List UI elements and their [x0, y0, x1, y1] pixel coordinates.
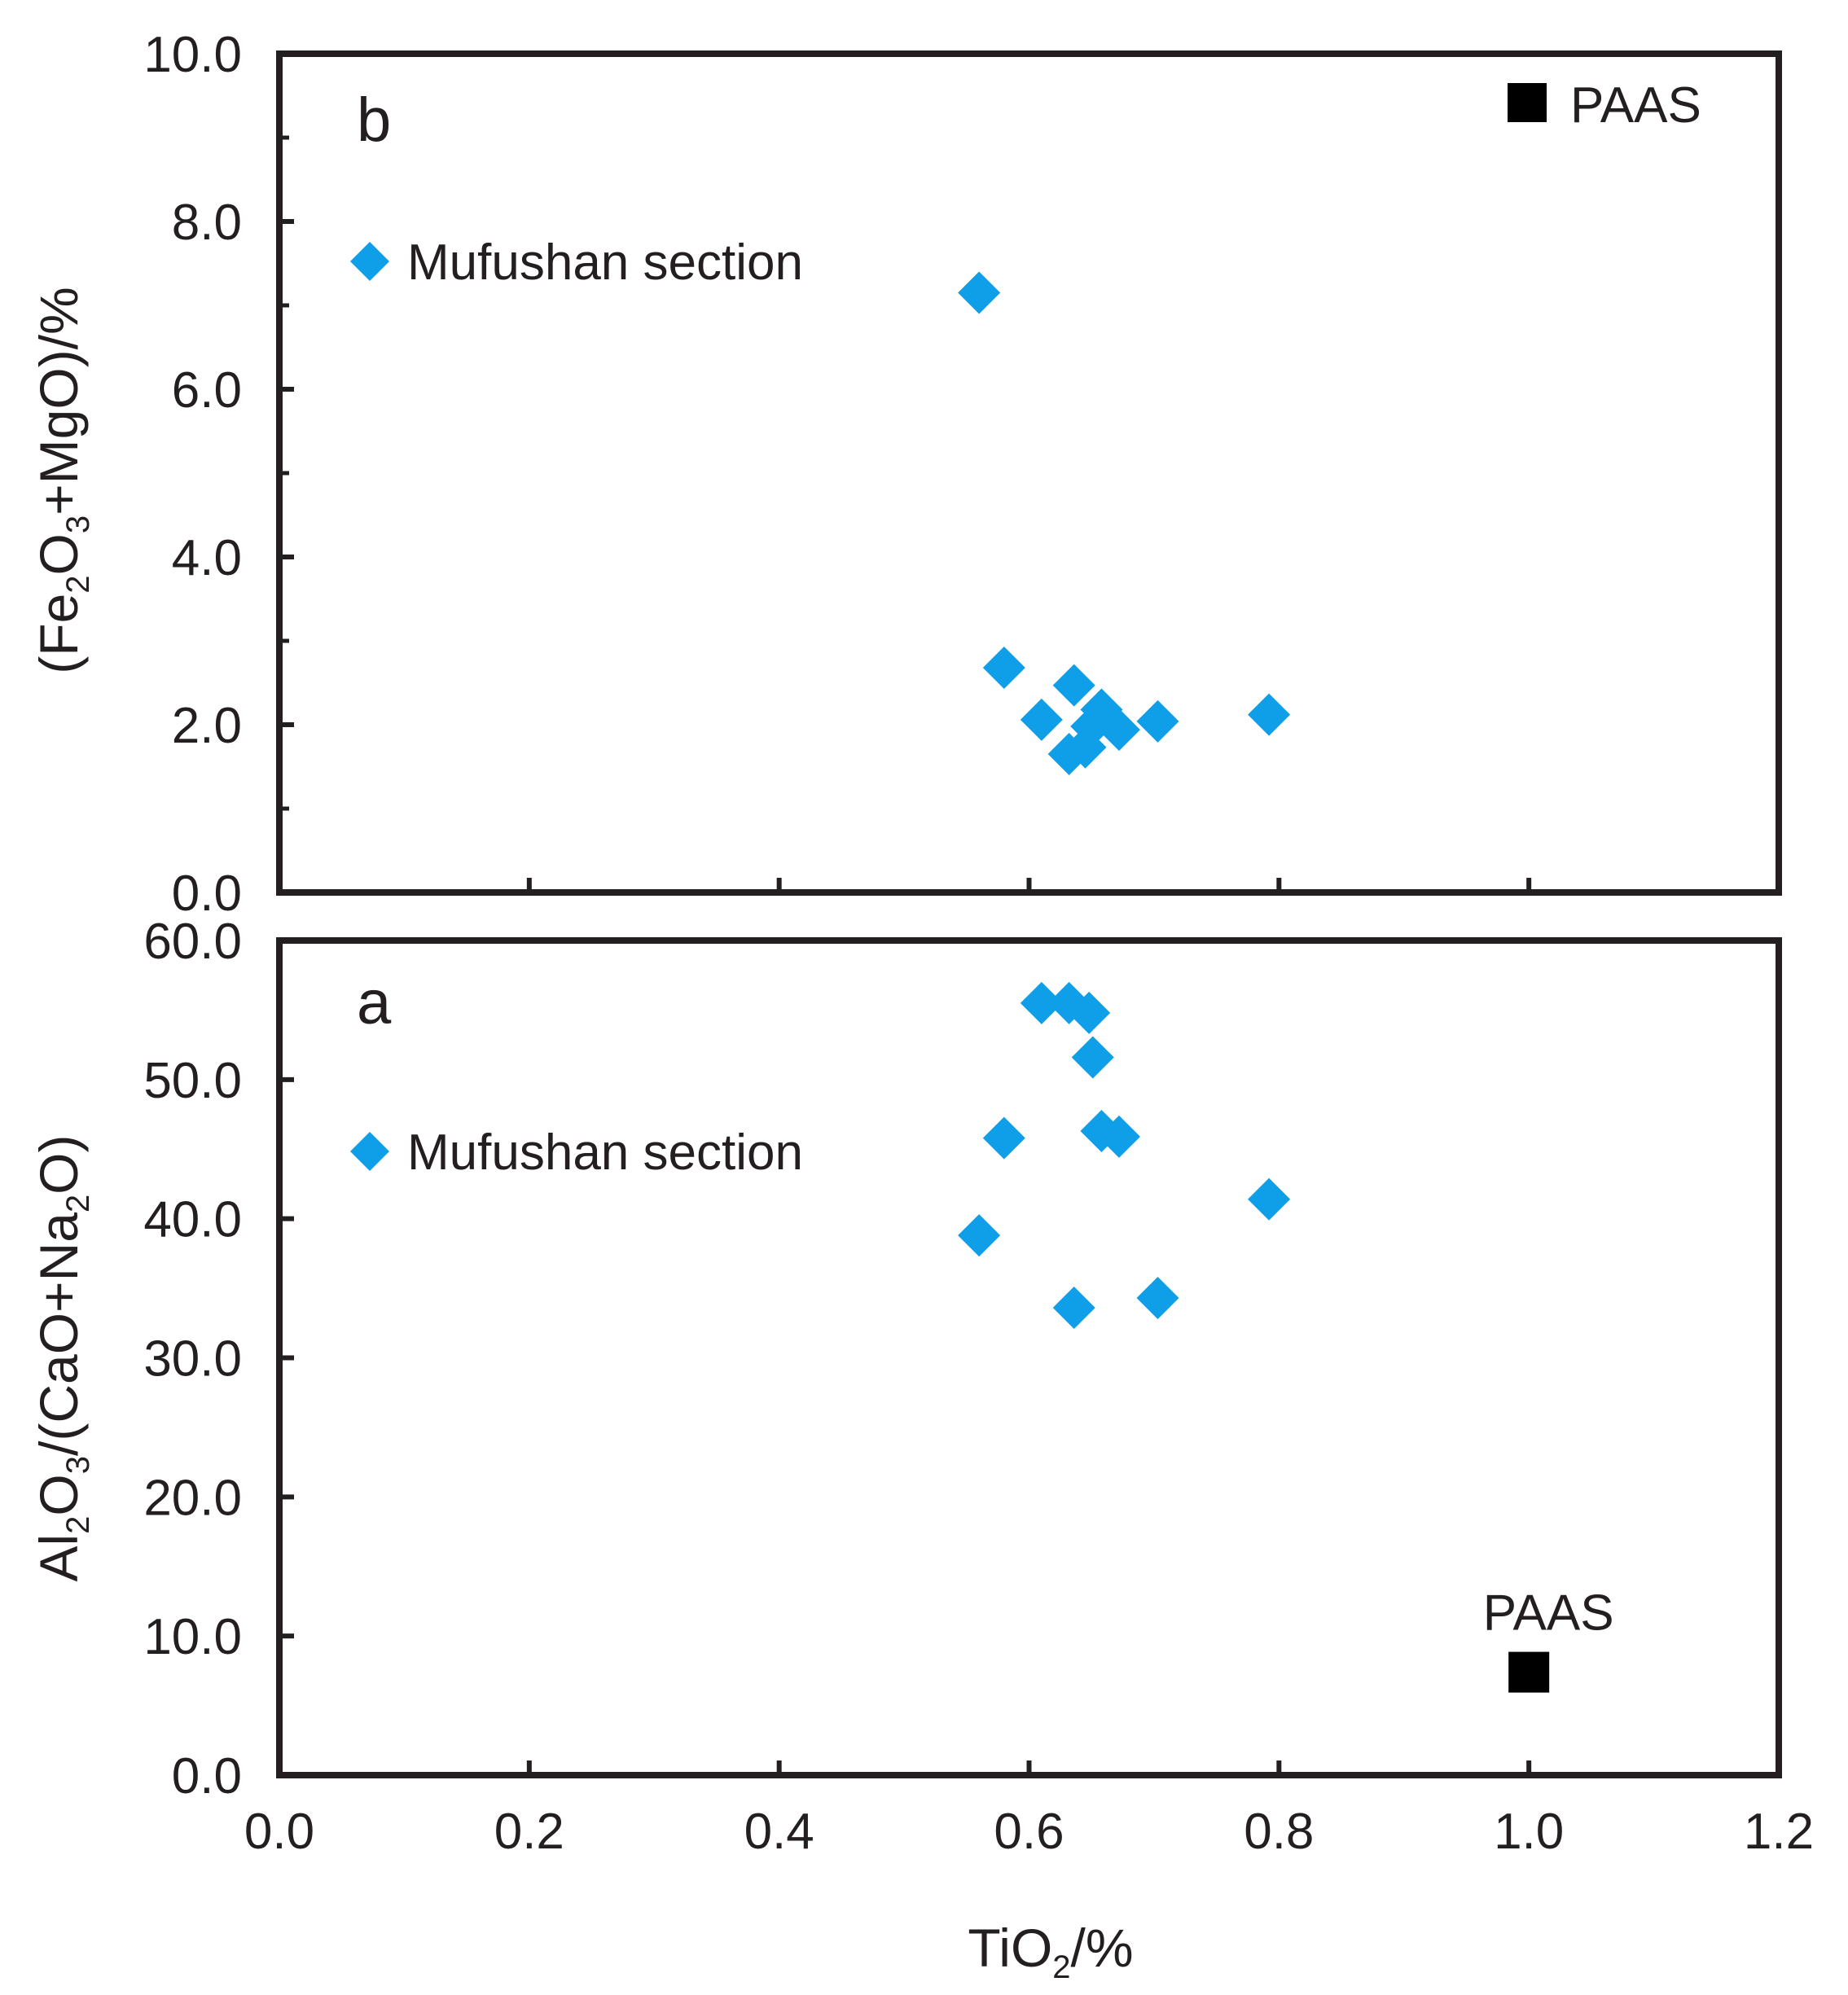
panel-a-ylabel-part-5: 2 — [60, 1195, 96, 1212]
panel-a-legend-diamond — [350, 1132, 389, 1171]
panel-b-ylabel-part-3: 3 — [60, 515, 96, 533]
panel-a-y-tick-label: 20.0 — [143, 1470, 242, 1526]
panel-a-x-axis: 0.0 0.2 0.4 0.6 0.8 1.0 1.2 — [244, 1760, 1814, 1860]
panel-a-mufushan-point — [1020, 981, 1063, 1024]
panel-b-x-axis — [277, 878, 1781, 892]
panel-a-mufushan-point — [1248, 1177, 1291, 1221]
panel-b-y-tick-label: 4.0 — [172, 530, 242, 586]
panel-a-ylabel-part-6: O) — [29, 1134, 89, 1194]
panel-b-mufushan-point — [1052, 664, 1095, 707]
panel-a-y-tick-label: 60.0 — [143, 914, 242, 970]
panel-a-ylabel-part-2: O — [29, 1474, 89, 1515]
panel-b-mufushan-point — [958, 271, 1001, 314]
panel-a-legend-label: Mufushan section — [407, 1125, 803, 1181]
panel-a-y-axis-title: Al2O3/(CaO+Na2O) — [29, 1134, 96, 1581]
x-axis-title: TiO2/% — [968, 1918, 1133, 1985]
panel-b-label: b — [357, 86, 391, 155]
panel-b-legend-paas-square — [1508, 83, 1547, 122]
panel-a-mufushan-point — [1068, 991, 1111, 1034]
x-tick-label: 1.0 — [1494, 1804, 1564, 1860]
panel-a-label: a — [357, 968, 392, 1037]
panel-b-y-tick-label: 2.0 — [172, 698, 242, 754]
panel-a-paas-annotation: PAAS — [1483, 1585, 1614, 1642]
panel-b-y-tick-label: 6.0 — [172, 362, 242, 419]
panel-a-xlabel-part-2: /% — [1071, 1918, 1134, 1978]
panel-a-y-axis: 0.0 10.0 20.0 30.0 40.0 50.0 60.0 — [143, 914, 294, 1804]
x-tick-label: 0.0 — [244, 1804, 314, 1860]
panel-b-y-tick-label: 10.0 — [143, 27, 242, 83]
panel-b-mufushan-point — [1248, 693, 1291, 736]
panel-b-ylabel-part-2: O — [29, 533, 89, 575]
panel-a-ylabel-part-0: Al — [29, 1534, 89, 1582]
panel-a-xlabel-part-1: 2 — [1052, 1949, 1070, 1985]
panel-b-markers — [958, 271, 1291, 776]
panel-b-legend-label: Mufushan section — [407, 235, 803, 291]
x-tick-label: 0.2 — [494, 1804, 564, 1860]
panel-a-y-tick-label: 50.0 — [143, 1053, 242, 1109]
panel-a-y-tick-label: 10.0 — [143, 1609, 242, 1665]
panel-a-mufushan-point — [1052, 1287, 1095, 1329]
panel-b-ylabel-part-1: 2 — [60, 575, 96, 593]
panel-b-mufushan-point — [982, 646, 1025, 689]
panel-a-mufushan-point — [958, 1214, 1001, 1257]
panel-b-mufushan-point — [1136, 699, 1179, 743]
panel-b-ylabel-part-4: +MgO)/% — [29, 287, 89, 515]
panel-b-legend-diamond — [350, 242, 389, 281]
panel-a-xlabel-part-0: TiO — [968, 1918, 1052, 1978]
panel-b-y-axis-title: (Fe2O3+MgO)/% — [29, 287, 96, 673]
panel-a-ylabel-part-1: 2 — [60, 1516, 96, 1534]
panel-b-ylabel-part-0: (Fe — [29, 594, 89, 674]
panel-a-y-tick-label: 30.0 — [143, 1331, 242, 1388]
panel-a-frame — [276, 937, 1782, 1778]
panel-b-legend-paas-label: PAAS — [1570, 77, 1701, 134]
panel-a: 0.0 10.0 20.0 30.0 40.0 50.0 60.0 0.0 0.2 0.4 0.6… — [29, 914, 1814, 1985]
panel-b-y-tick-label: 0.0 — [172, 866, 242, 922]
panel-a-paas-point — [1508, 1651, 1550, 1693]
panel-a-ylabel-part-3: 3 — [60, 1456, 96, 1474]
panel-b-frame — [276, 50, 1782, 896]
panel-a-y-tick-label: 40.0 — [143, 1192, 242, 1248]
panel-a-markers — [958, 981, 1550, 1693]
panel-a-mufushan-point — [1136, 1277, 1179, 1320]
x-tick-label: 0.4 — [744, 1804, 814, 1860]
panel-b-y-tick-label: 8.0 — [172, 195, 242, 251]
panel-a-mufushan-point — [1097, 1115, 1140, 1158]
x-tick-label: 1.2 — [1744, 1804, 1814, 1860]
x-tick-label: 0.8 — [1244, 1804, 1314, 1860]
panel-a-mufushan-point — [982, 1116, 1025, 1160]
x-tick-label: 0.6 — [994, 1804, 1064, 1860]
panel-b-mufushan-point — [1020, 698, 1063, 741]
panel-a-mufushan-point — [1071, 1036, 1114, 1079]
panel-b-y-axis: 0.0 2.0 4.0 6.0 8.0 10.0 — [143, 27, 294, 922]
panel-b: 0.0 2.0 4.0 6.0 8.0 10.0 b Mufushan section P… — [29, 27, 1782, 922]
panel-a-ylabel-part-4: /(CaO+Na — [29, 1212, 89, 1456]
panel-a-y-tick-label: 0.0 — [172, 1748, 242, 1804]
panel-b-mufushan-point — [1097, 708, 1140, 752]
